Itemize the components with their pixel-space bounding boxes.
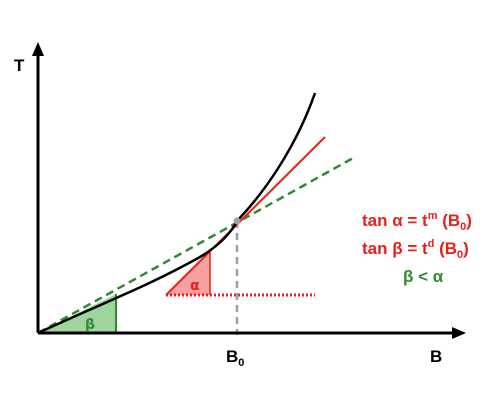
eq1-pre: tan α = t [362, 211, 428, 230]
equation-beta-less-alpha: β < α [403, 267, 444, 286]
x-axis-label: B [430, 347, 442, 366]
y-axis-label: T [14, 56, 25, 75]
eq1-mid: (B [438, 211, 461, 230]
eq2-mid: (B [434, 239, 457, 258]
eq1-sup: m [428, 210, 438, 222]
tangent-line [165, 136, 326, 296]
b0-base: B [226, 347, 238, 366]
eq2-post: ) [463, 239, 469, 258]
alpha-label: α [190, 278, 200, 294]
beta-label: β [85, 317, 95, 333]
eq1-post: ) [466, 211, 472, 230]
eq2-sup: d [428, 238, 435, 250]
secant-line [37, 155, 356, 335]
equation-tan-beta: tan β = td (B0) [362, 238, 469, 261]
equation-tan-alpha: tan α = tm (B0) [362, 210, 472, 233]
eq2-sub: 0 [457, 249, 463, 261]
b0-tick-label: B0 [226, 347, 244, 369]
x-axis-arrow [452, 327, 466, 339]
operating-point [233, 217, 241, 225]
b0-sub: 0 [238, 357, 244, 369]
eq1-sub: 0 [460, 221, 466, 233]
characteristic-curve [37, 92, 317, 335]
eq2-pre: tan β = t [362, 239, 428, 258]
y-axis-arrow [32, 42, 44, 56]
